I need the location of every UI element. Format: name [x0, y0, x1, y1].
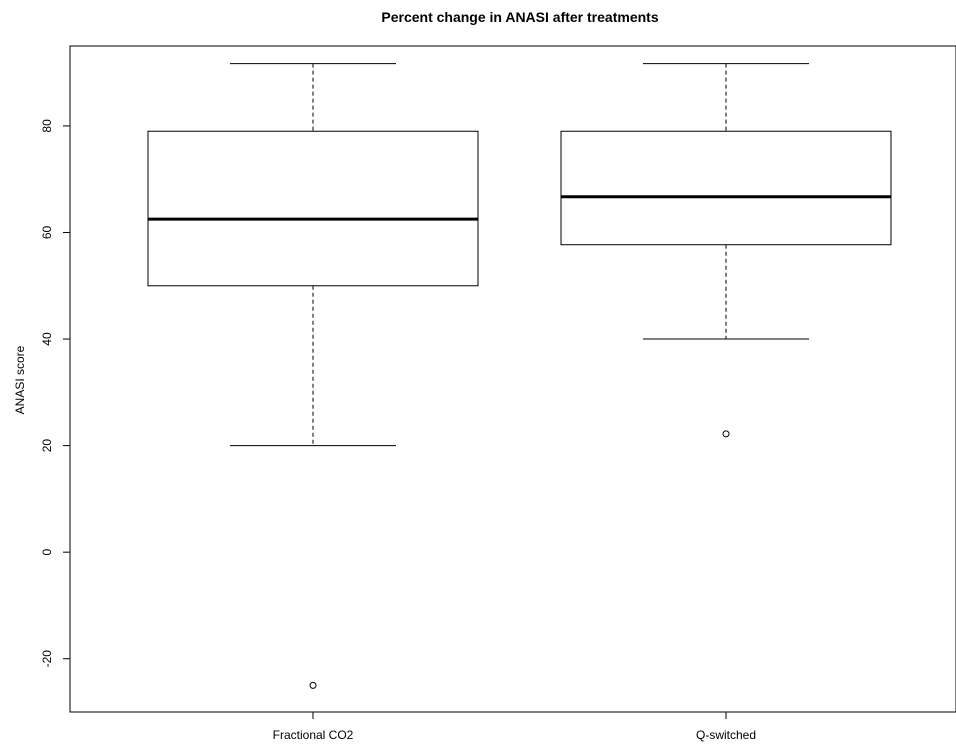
box-iqr	[560, 130, 892, 246]
outlier-point	[722, 430, 730, 438]
y-tick-label: 80	[40, 119, 54, 133]
box-group	[147, 63, 479, 689]
y-tick-label: 40	[40, 332, 54, 346]
y-tick-label: 20	[40, 439, 54, 453]
y-axis: -20 0 20 40 60 80	[40, 119, 71, 668]
y-axis-label: ANASI score	[13, 345, 27, 414]
chart-title: Percent change in ANASI after treatments	[381, 9, 658, 25]
x-tick-label: Fractional CO2	[273, 728, 354, 742]
y-tick-label: 60	[40, 225, 54, 239]
box-group	[560, 63, 892, 438]
boxes	[147, 63, 892, 689]
y-tick-label: -20	[40, 650, 54, 668]
x-axis: Fractional CO2 Q-switched	[273, 711, 756, 742]
x-tick-label: Q-switched	[696, 728, 756, 742]
box-iqr	[147, 130, 479, 287]
y-tick-label: 0	[40, 549, 54, 556]
outlier-point	[309, 681, 317, 689]
